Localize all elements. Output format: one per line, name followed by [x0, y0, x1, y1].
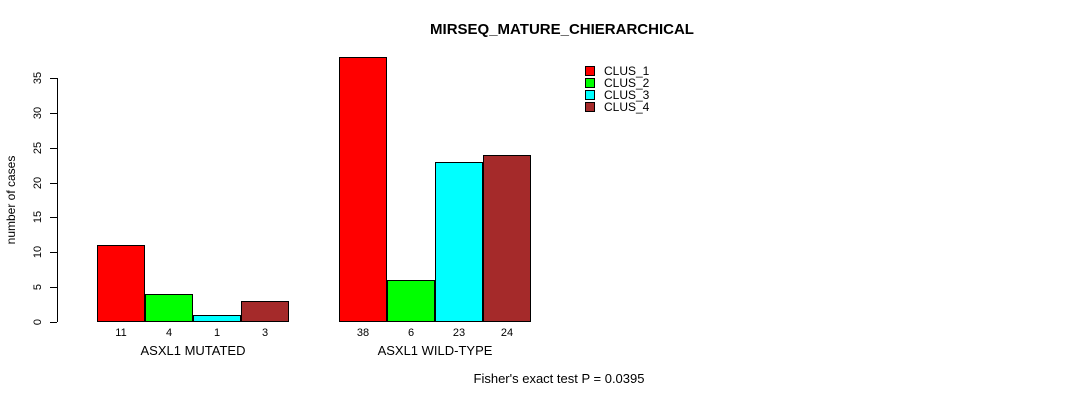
y-tick [50, 217, 57, 218]
bar-asxl1-wild-type-clus-1 [339, 57, 387, 322]
legend-item: CLUS_1 [585, 65, 649, 77]
legend-swatch [585, 66, 595, 76]
y-tick [50, 148, 57, 149]
bar-value-label: 6 [407, 327, 415, 339]
y-tick [50, 183, 57, 184]
legend-swatch [585, 78, 595, 88]
bar-asxl1-mutated-clus-1 [97, 245, 145, 322]
legend-label: CLUS_2 [604, 76, 650, 90]
y-tick-label: 15 [32, 211, 44, 224]
bar-value-label: 24 [500, 327, 514, 339]
legend-label: CLUS_1 [604, 64, 650, 78]
y-tick-label: 35 [32, 71, 44, 85]
fisher-test-annotation: Fisher's exact test P = 0.0395 [473, 371, 645, 386]
x-category-label: ASXL1 WILD-TYPE [377, 343, 493, 358]
bar-value-label: 38 [356, 327, 370, 339]
legend-item: CLUS_4 [585, 101, 649, 113]
y-tick [50, 287, 57, 288]
y-tick-label: 20 [32, 176, 44, 189]
bar-value-label: 11 [115, 327, 127, 339]
legend-swatch [585, 90, 595, 100]
y-tick-label: 5 [32, 284, 44, 291]
y-tick-label: 0 [32, 318, 44, 326]
y-axis-line [57, 78, 58, 322]
y-tick [50, 252, 57, 253]
y-tick [50, 113, 57, 114]
legend-swatch [585, 102, 595, 112]
bar-asxl1-mutated-clus-3 [193, 315, 241, 322]
y-tick-label: 10 [32, 246, 44, 259]
bar-asxl1-wild-type-clus-4 [483, 154, 531, 322]
bar-asxl1-mutated-clus-2 [145, 294, 193, 322]
bar-value-label: 23 [452, 327, 466, 339]
chart-title: MIRSEQ_MATURE_CHIERARCHICAL [430, 21, 694, 38]
y-tick [50, 322, 57, 323]
bar-asxl1-mutated-clus-4 [241, 301, 289, 322]
legend: CLUS_1 CLUS_2 CLUS_3 CLUS_4 [585, 65, 649, 113]
x-category-label: ASXL1 MUTATED [140, 343, 246, 358]
y-tick-label: 25 [32, 141, 44, 154]
legend-label: CLUS_4 [604, 100, 650, 114]
bar-value-label: 3 [261, 327, 269, 339]
y-tick [50, 78, 57, 79]
bar-value-label: 4 [165, 327, 173, 339]
legend-label: CLUS_3 [604, 88, 650, 102]
legend-item: CLUS_2 [585, 77, 649, 89]
bar-value-label: 1 [213, 327, 221, 339]
y-tick-label: 30 [32, 106, 44, 119]
bar-asxl1-wild-type-clus-3 [435, 161, 483, 322]
bar-asxl1-wild-type-clus-2 [387, 280, 435, 322]
legend-item: CLUS_3 [585, 89, 649, 101]
